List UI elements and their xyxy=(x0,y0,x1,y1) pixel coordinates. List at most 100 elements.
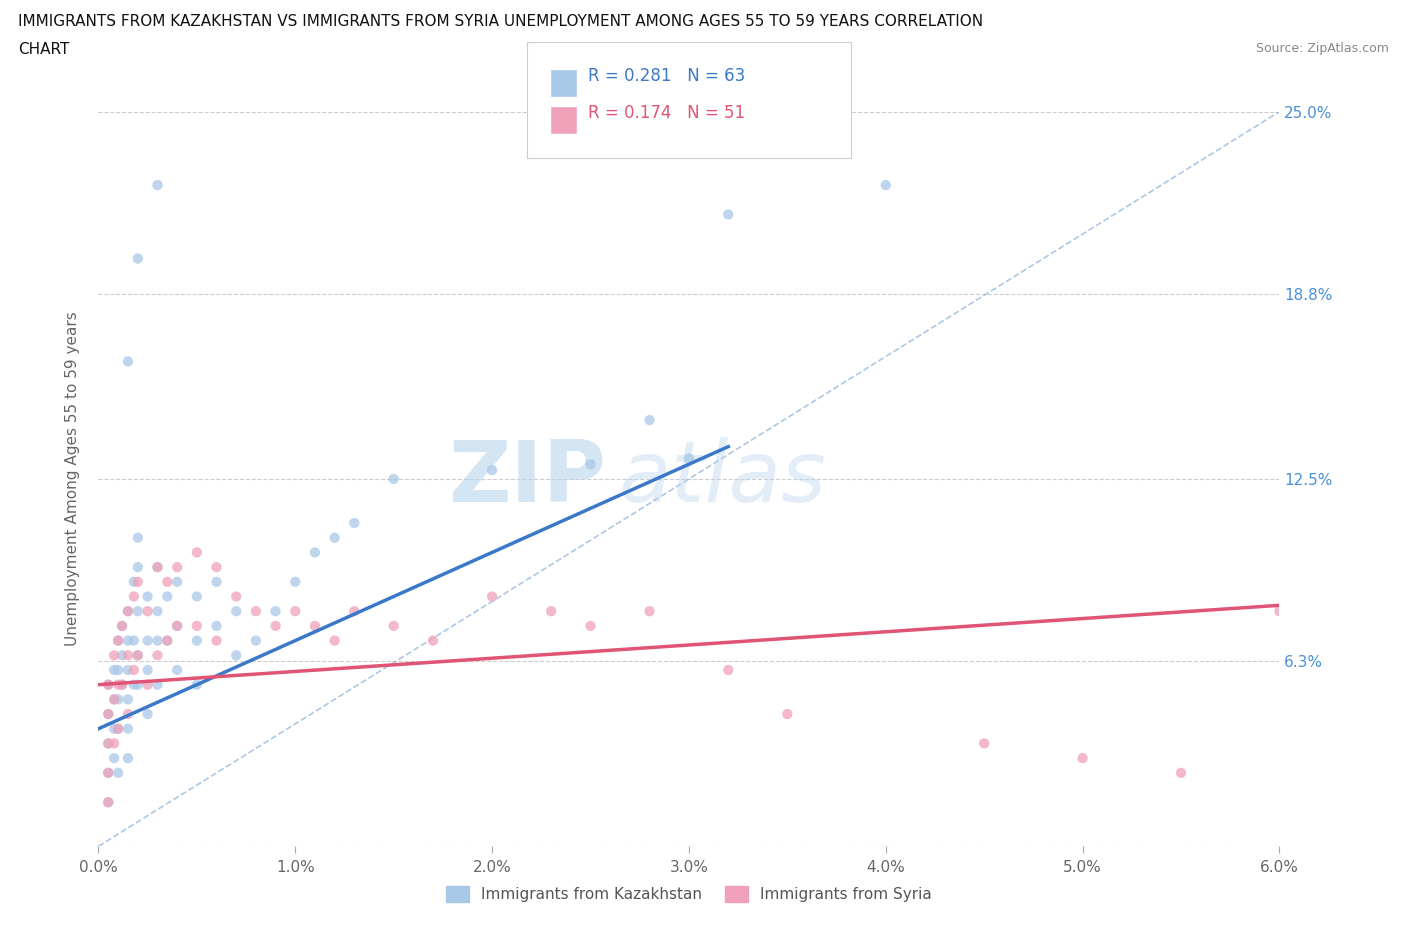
Point xyxy=(103,736,125,751)
Point xyxy=(107,662,129,677)
Point xyxy=(127,648,149,663)
Point xyxy=(156,575,179,590)
Point xyxy=(304,618,326,633)
Point xyxy=(264,618,287,633)
Point xyxy=(1071,751,1094,765)
Point xyxy=(97,736,120,751)
Point xyxy=(166,618,188,633)
Point xyxy=(166,575,188,590)
Point xyxy=(540,604,562,618)
Point xyxy=(107,722,129,737)
Point xyxy=(382,618,405,633)
Point xyxy=(579,457,602,472)
Point xyxy=(107,677,129,692)
Text: atlas: atlas xyxy=(619,437,827,521)
Point xyxy=(638,604,661,618)
Point xyxy=(156,633,179,648)
Point xyxy=(136,589,159,604)
Point xyxy=(136,677,159,692)
Point xyxy=(127,251,149,266)
Point xyxy=(117,354,139,369)
Point xyxy=(186,589,208,604)
Point xyxy=(127,575,149,590)
Point xyxy=(111,618,134,633)
Point xyxy=(103,692,125,707)
Point xyxy=(481,463,503,478)
Point xyxy=(481,589,503,604)
Point xyxy=(1170,765,1192,780)
Point xyxy=(225,604,247,618)
Point xyxy=(186,545,208,560)
Point xyxy=(103,648,125,663)
Point xyxy=(205,633,228,648)
Point xyxy=(103,692,125,707)
Point xyxy=(323,530,346,545)
Point xyxy=(136,707,159,722)
Point xyxy=(245,633,267,648)
Point xyxy=(117,751,139,765)
Point xyxy=(117,648,139,663)
Text: IMMIGRANTS FROM KAZAKHSTAN VS IMMIGRANTS FROM SYRIA UNEMPLOYMENT AMONG AGES 55 T: IMMIGRANTS FROM KAZAKHSTAN VS IMMIGRANTS… xyxy=(18,14,983,29)
Point xyxy=(136,604,159,618)
Point xyxy=(776,707,799,722)
Point xyxy=(146,560,169,575)
Point xyxy=(97,765,120,780)
Point xyxy=(127,677,149,692)
Point xyxy=(225,648,247,663)
Point xyxy=(111,677,134,692)
Point xyxy=(146,604,169,618)
Point xyxy=(323,633,346,648)
Point xyxy=(186,633,208,648)
Point xyxy=(97,707,120,722)
Point xyxy=(146,633,169,648)
Point xyxy=(264,604,287,618)
Point xyxy=(107,633,129,648)
Point xyxy=(111,677,134,692)
Point xyxy=(225,589,247,604)
Point xyxy=(717,207,740,222)
Point xyxy=(284,575,307,590)
Point xyxy=(146,560,169,575)
Point xyxy=(146,178,169,193)
Point xyxy=(103,662,125,677)
Point xyxy=(638,413,661,428)
Point xyxy=(103,722,125,737)
Point xyxy=(127,530,149,545)
Point xyxy=(166,560,188,575)
Point xyxy=(205,575,228,590)
Point xyxy=(136,633,159,648)
Point xyxy=(205,618,228,633)
Point xyxy=(127,604,149,618)
Point xyxy=(1268,604,1291,618)
Point xyxy=(107,765,129,780)
Point xyxy=(122,677,145,692)
Point xyxy=(245,604,267,618)
Point xyxy=(156,589,179,604)
Point xyxy=(127,648,149,663)
Point xyxy=(122,662,145,677)
Text: Source: ZipAtlas.com: Source: ZipAtlas.com xyxy=(1256,42,1389,55)
Point xyxy=(304,545,326,560)
Point xyxy=(127,560,149,575)
Point xyxy=(205,560,228,575)
Point xyxy=(103,751,125,765)
Point xyxy=(166,618,188,633)
Point xyxy=(678,451,700,466)
Point xyxy=(111,648,134,663)
Point xyxy=(97,765,120,780)
Point xyxy=(156,633,179,648)
Text: R = 0.281   N = 63: R = 0.281 N = 63 xyxy=(588,67,745,85)
Point xyxy=(343,604,366,618)
Point xyxy=(107,692,129,707)
Point xyxy=(717,662,740,677)
Point xyxy=(136,662,159,677)
Point xyxy=(111,618,134,633)
Point xyxy=(107,722,129,737)
Point xyxy=(97,677,120,692)
Point xyxy=(875,178,897,193)
Point xyxy=(382,472,405,486)
Point xyxy=(186,677,208,692)
Point xyxy=(166,662,188,677)
Point xyxy=(343,515,366,530)
Point xyxy=(973,736,995,751)
